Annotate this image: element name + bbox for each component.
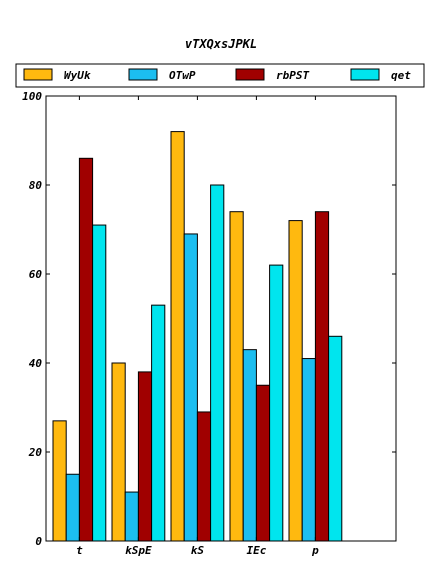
x-axis: t kSpE kS IEc p bbox=[76, 96, 319, 557]
bar-wyuk-iec bbox=[229, 211, 244, 542]
bar-rbpst-p bbox=[314, 211, 330, 542]
bar-rbpst-kspe bbox=[137, 371, 153, 542]
bar-otwp-ks bbox=[183, 233, 198, 542]
x-tick-label: kS bbox=[191, 544, 205, 557]
legend-label-rbpst: rbPST bbox=[276, 69, 309, 82]
x-tick-label: p bbox=[311, 544, 319, 557]
x-tick-label: kSpE bbox=[125, 544, 152, 557]
legend-box bbox=[15, 63, 425, 88]
bar-wyuk-ks bbox=[170, 131, 185, 542]
legend-swatch-otwp bbox=[128, 68, 158, 81]
x-tick-label: IEc bbox=[246, 544, 266, 557]
legend-label-otwp: OTwP bbox=[169, 69, 196, 82]
bar-otwp-p bbox=[301, 358, 316, 542]
legend-label-wyuk: WyUk bbox=[64, 69, 91, 82]
legend-swatch-qet bbox=[350, 68, 380, 81]
legend-swatch-rbpst bbox=[235, 68, 265, 81]
x-tick-label: t bbox=[76, 544, 83, 557]
bar-otwp-kspe bbox=[124, 491, 139, 542]
y-tick-label: 40 bbox=[29, 357, 43, 370]
y-tick-label: 20 bbox=[28, 446, 43, 459]
bar-rbpst-iec bbox=[255, 384, 271, 542]
bar-wyuk-p bbox=[288, 220, 303, 542]
bar-qet-t bbox=[92, 224, 107, 542]
bar-qet-p bbox=[328, 335, 343, 542]
bar-wyuk-kspe bbox=[111, 362, 126, 542]
chart-title: vTXQxsJPKL bbox=[185, 37, 257, 51]
legend-label-qet: qet bbox=[391, 69, 411, 82]
legend-item-otwp: OTwP bbox=[128, 68, 196, 82]
y-tick-label: 0 bbox=[35, 535, 42, 548]
bar-wyuk-t bbox=[52, 420, 67, 542]
bar-qet-kspe bbox=[151, 304, 166, 542]
legend-item-qet: qet bbox=[350, 68, 411, 82]
bar-otwp-iec bbox=[242, 349, 257, 542]
bar-rbpst-t bbox=[78, 157, 94, 542]
legend: WyUk OTwP rbPST qet bbox=[15, 63, 425, 88]
bar-qet-ks bbox=[210, 184, 225, 542]
bar-rbpst-ks bbox=[196, 411, 212, 542]
y-axis: 0 20 40 60 80 100 bbox=[22, 90, 396, 548]
y-tick-label: 100 bbox=[22, 90, 42, 103]
bar-otwp-t bbox=[65, 473, 80, 542]
plot-frame bbox=[45, 95, 397, 542]
legend-swatch-wyuk bbox=[23, 68, 53, 81]
legend-item-wyuk: WyUk bbox=[23, 68, 91, 82]
y-tick-label: 80 bbox=[29, 179, 43, 192]
bars-group bbox=[52, 131, 343, 542]
y-tick-label: 60 bbox=[29, 268, 43, 281]
legend-item-rbpst: rbPST bbox=[235, 68, 309, 82]
bar-qet-iec bbox=[269, 264, 284, 542]
